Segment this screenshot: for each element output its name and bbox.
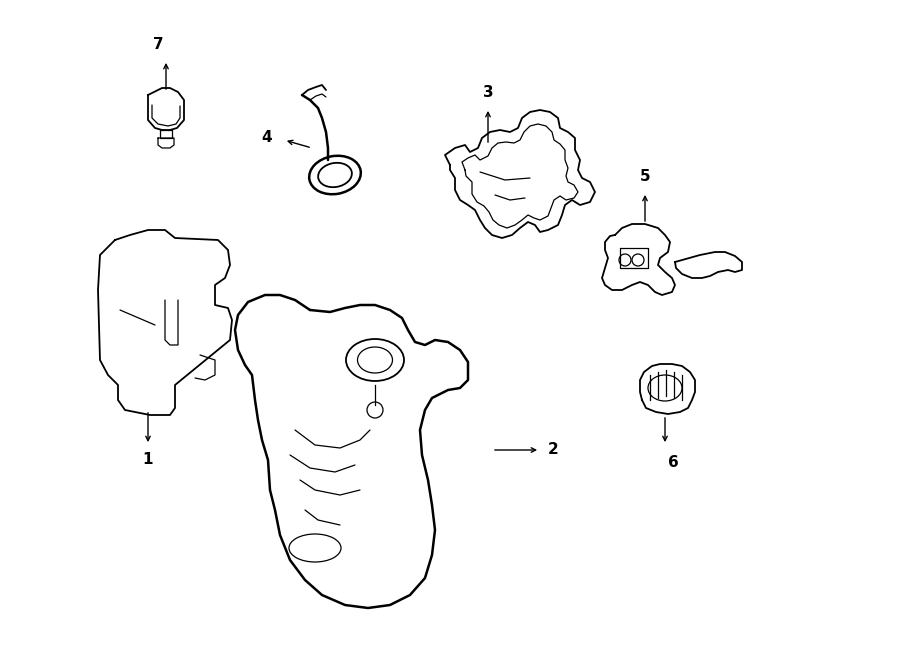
Text: 6: 6 [668,455,679,470]
Text: 5: 5 [640,169,651,184]
Text: 2: 2 [548,442,559,457]
Text: 1: 1 [143,452,153,467]
Text: 3: 3 [482,85,493,100]
Text: 4: 4 [261,130,272,145]
Text: 7: 7 [153,37,163,52]
